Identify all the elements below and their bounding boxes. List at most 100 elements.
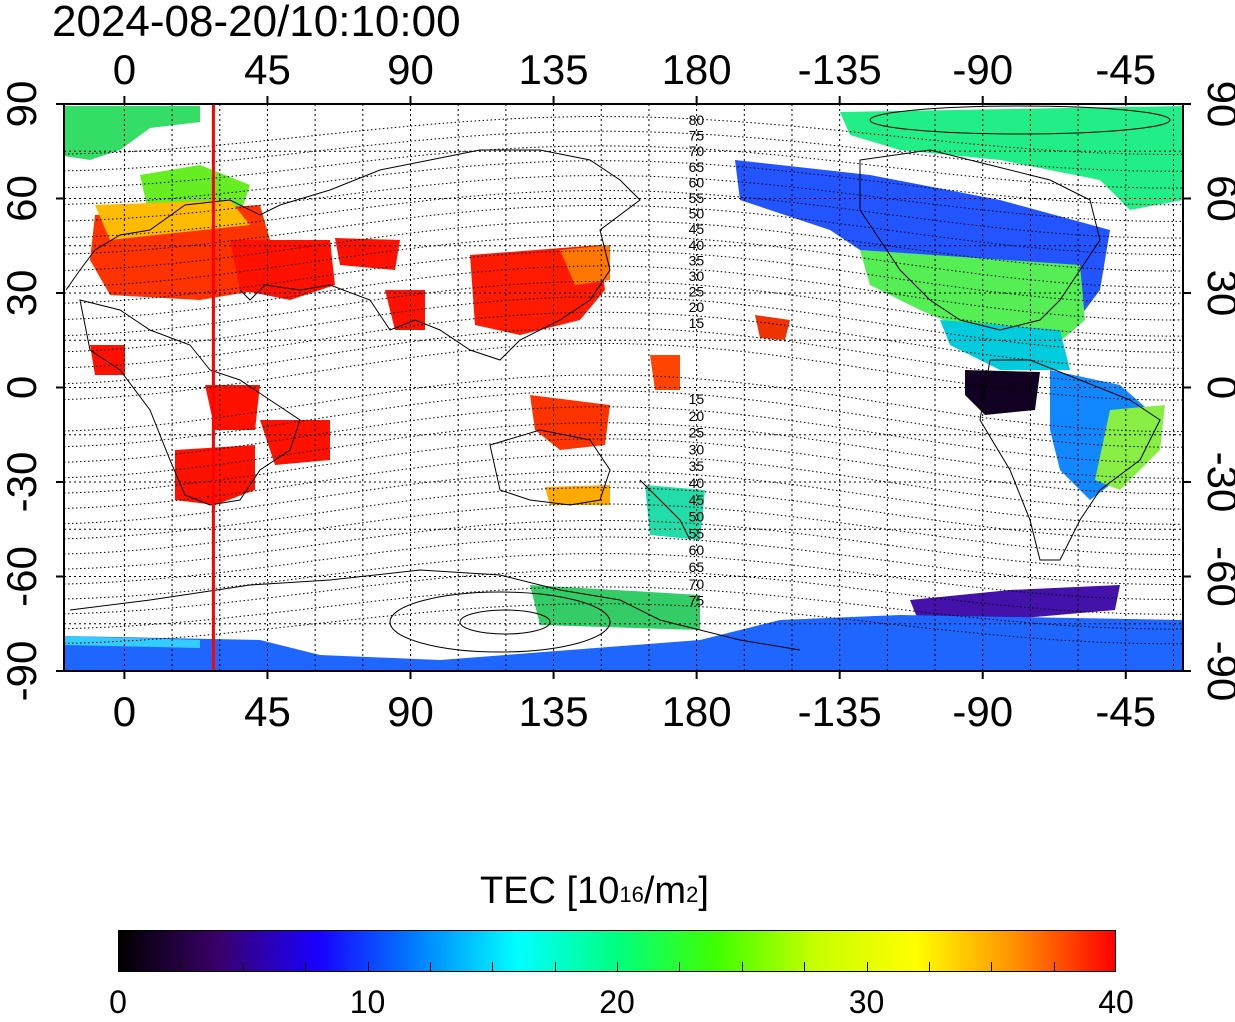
tec-data-layer <box>64 106 1183 671</box>
lat-label-right: 0 <box>1199 376 1235 399</box>
dip-label: 40 <box>689 475 705 491</box>
dip-label: 55 <box>689 525 705 541</box>
tec-patch-arctic-west <box>64 106 200 160</box>
dip-contour <box>64 586 1183 630</box>
map-title: 2024-08-20/10:10:00 <box>52 0 461 46</box>
dip-label: 45 <box>689 221 705 237</box>
colorbar-minor-tick <box>242 962 244 972</box>
dip-label: 25 <box>689 425 705 441</box>
colorbar-title: TEC [1016/m2] <box>480 870 709 912</box>
dip-contour <box>64 205 1183 255</box>
lat-label-right: -60 <box>1199 546 1235 607</box>
tec-patch-japan <box>560 245 610 285</box>
lat-label-left: -30 <box>0 452 45 513</box>
axis-ticks <box>56 96 1191 679</box>
tec-patch-patagonia <box>910 585 1120 625</box>
dip-label: 65 <box>689 559 705 575</box>
dip-label: 60 <box>689 542 705 558</box>
colorbar-minor-tick <box>554 962 556 972</box>
graticule <box>64 104 1183 671</box>
axis-labels: 0045459090135135180180-135-135-90-90-45-… <box>0 46 1235 735</box>
lat-label-right: -90 <box>1199 641 1235 702</box>
dip-latitude-contours <box>64 115 1183 645</box>
lon-label-bottom: -45 <box>1095 688 1156 735</box>
tec-patch-australia <box>530 395 610 450</box>
tec-patch-middle-east <box>230 240 335 300</box>
dip-label: 15 <box>689 315 705 331</box>
tec-patch-central-america <box>940 320 1070 370</box>
dip-label: 50 <box>689 206 705 222</box>
dip-latitude-labels: 8075706560555045403530252015152025303540… <box>689 112 705 609</box>
lon-label-top: 0 <box>113 46 136 93</box>
colorbar-tick-label: 30 <box>848 984 885 1020</box>
lon-label-bottom: 0 <box>113 688 136 735</box>
colorbar-minor-tick <box>617 962 618 972</box>
lat-label-left: -90 <box>0 641 45 702</box>
dip-contour <box>64 603 1183 645</box>
colorbar-minor-tick <box>679 962 681 972</box>
dip-label: 45 <box>689 492 705 508</box>
dip-label: 25 <box>689 284 705 300</box>
dip-label: 35 <box>689 458 705 474</box>
lon-label-top: 90 <box>387 46 434 93</box>
lon-label-bottom: 135 <box>519 688 589 735</box>
colorbar-tick-label: 40 <box>1098 984 1134 1020</box>
tec-patch-pacific-mid <box>650 355 680 390</box>
dip-label: 70 <box>689 143 705 159</box>
lat-label-right: 60 <box>1199 175 1235 222</box>
lon-label-top: -90 <box>952 46 1013 93</box>
dip-label: 40 <box>689 237 705 253</box>
lat-label-left: 30 <box>0 270 45 317</box>
colorbar-tick-label: 0 <box>109 984 127 1020</box>
lon-label-bottom: -135 <box>798 688 882 735</box>
colorbar-minor-tick <box>741 962 743 972</box>
dip-label: 70 <box>689 576 705 592</box>
dip-label: 15 <box>689 391 705 407</box>
coastlines <box>65 105 1171 653</box>
lon-label-top: 135 <box>519 46 589 93</box>
dip-contour <box>64 145 1183 189</box>
dip-label: 30 <box>689 268 705 284</box>
colorbar-minor-tick <box>180 962 182 972</box>
tec-patch-australia-south <box>545 485 610 505</box>
tec-patch-north-america-lowlat <box>860 250 1085 350</box>
colorbar-minor-tick <box>991 962 993 972</box>
dip-contour <box>64 130 1183 172</box>
dip-label: 20 <box>689 408 705 424</box>
dip-label: 65 <box>689 159 705 175</box>
lat-label-right: -30 <box>1199 452 1235 513</box>
colorbar-minor-tick <box>866 962 868 972</box>
lon-label-bottom: -90 <box>952 688 1013 735</box>
dip-contour <box>64 190 1183 239</box>
tec-patch-west-africa <box>90 345 125 375</box>
colorbar-minor-tick <box>305 962 307 972</box>
dip-contour <box>64 536 1183 585</box>
lon-label-top: 45 <box>244 46 291 93</box>
dip-contour <box>64 160 1183 206</box>
tec-patch-hawaii <box>755 315 790 340</box>
lat-label-right: 30 <box>1199 270 1235 317</box>
colorbar-minor-tick <box>1053 962 1055 972</box>
lon-label-top: -45 <box>1095 46 1156 93</box>
dip-label: 35 <box>689 252 705 268</box>
lon-label-bottom: 90 <box>387 688 434 735</box>
tec-patch-antarctica <box>64 615 1183 671</box>
lon-label-bottom: 180 <box>662 688 732 735</box>
tec-patch-africa-east <box>260 420 330 465</box>
colorbar-minor-tick <box>928 962 930 972</box>
tec-patch-antarctica-band <box>64 636 200 648</box>
dip-label: 50 <box>689 509 705 525</box>
tec-patch-southern-africa <box>175 445 255 505</box>
colorbar-minor-tick <box>492 962 494 972</box>
dip-contour <box>64 115 1183 156</box>
dip-contour <box>64 569 1183 615</box>
colorbar-tick-label: 10 <box>349 984 386 1020</box>
colorbar-minor-tick <box>367 962 369 972</box>
tec-patch-africa-central <box>205 385 260 430</box>
dip-label: 60 <box>689 174 705 190</box>
dip-contour <box>64 175 1183 222</box>
colorbar-minor-tick <box>429 962 431 972</box>
lat-label-left: -60 <box>0 546 45 607</box>
dip-contour <box>64 520 1183 570</box>
